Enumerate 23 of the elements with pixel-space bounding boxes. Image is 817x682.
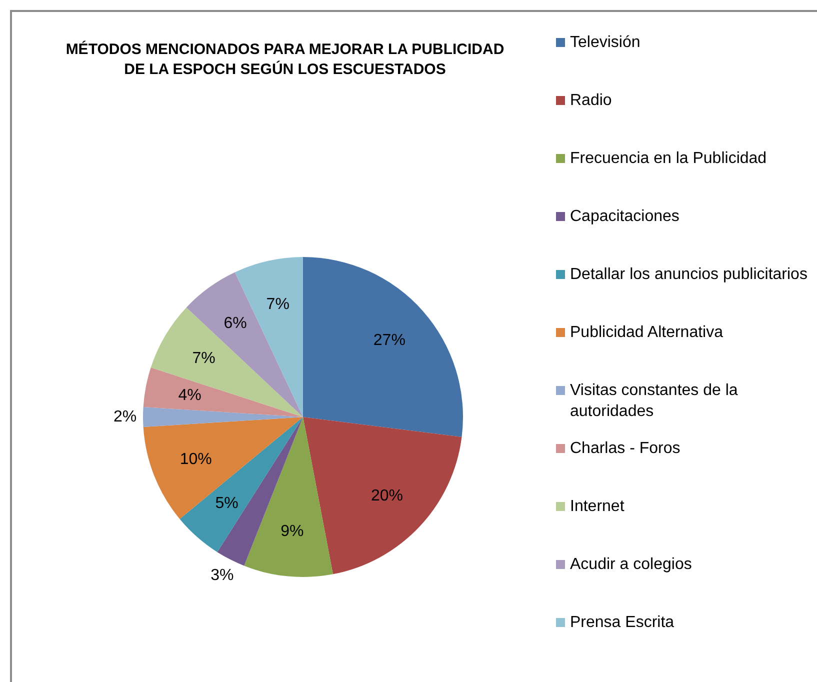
legend-label: Radio [570, 91, 612, 111]
data-label: 20% [370, 487, 403, 504]
legend-label: Internet [570, 497, 624, 517]
data-label: 2% [113, 408, 137, 426]
data-label: 6% [224, 315, 247, 332]
data-label: 5% [215, 494, 238, 512]
legend-label: Charlas - Foros [570, 439, 680, 459]
legend-label: Publicidad Alternativa [570, 323, 723, 343]
text: MÉTODOS MENCIONADOS PARA MEJORAR LA PUBLICIDAD DE LA ESPOCH SEGÚN LOS ESCUESTADOS [64, 40, 506, 80]
data-label: 3% [210, 567, 234, 584]
data-label: 7% [192, 350, 216, 367]
legend-label: Acudir a colegios [570, 555, 692, 575]
legend-label: Visitas constantes de la autoridades [570, 381, 739, 422]
legend-label: Televisión [570, 33, 640, 53]
data-label: 4% [178, 386, 202, 404]
legend-label: Prensa Escrita [570, 613, 674, 633]
legend-label: Detallar los anuncios publicitarios [570, 265, 808, 285]
legend-label: Capacitaciones [570, 207, 680, 227]
data-label: 27% [373, 332, 406, 350]
legend-label: Frecuencia en la Publicidad [570, 149, 767, 169]
data-label: 9% [280, 523, 304, 540]
data-label: 10% [180, 450, 212, 468]
data-label: 7% [266, 296, 290, 313]
